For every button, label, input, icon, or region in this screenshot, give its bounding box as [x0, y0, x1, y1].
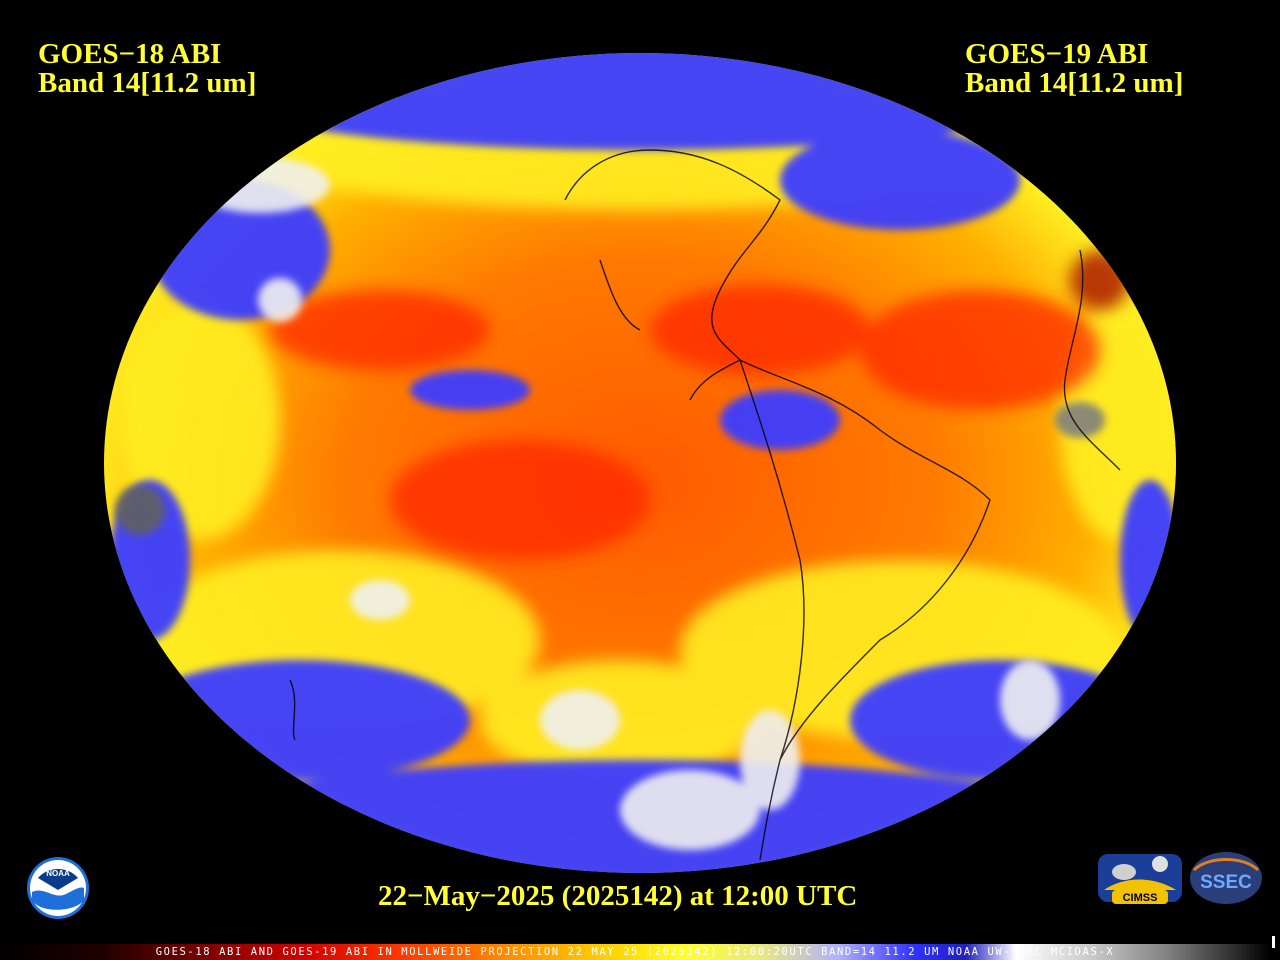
scale-tick [1272, 936, 1275, 948]
ssec-logo-text: SSEC [1200, 872, 1252, 893]
left-band-name: Band 14[11.2 um] [38, 67, 257, 99]
color-gradient [0, 944, 1270, 960]
color-scale-bar: GOES-18 ABI AND GOES-19 ABI IN MOLLWEIDE… [0, 944, 1280, 960]
color-scale-caption: GOES-18 ABI AND GOES-19 ABI IN MOLLWEIDE… [155, 946, 1115, 958]
ssec-logo: SSEC [1190, 852, 1262, 904]
noaa-logo: NOAA [27, 857, 89, 919]
left-satellite-name: GOES−18 ABI [38, 38, 222, 70]
right-satellite-label: GOES−19 ABI Band 14[11.2 um] [965, 40, 1183, 98]
cimss-logo-text: CIMSS [1123, 892, 1158, 904]
left-satellite-label: GOES−18 ABI Band 14[11.2 um] [38, 40, 256, 98]
right-band-name: Band 14[11.2 um] [965, 67, 1184, 99]
right-satellite-name: GOES−19 ABI [965, 38, 1149, 70]
image-timestamp: 22−May−2025 (2025142) at 12:00 UTC [378, 880, 858, 912]
cimss-logo: CIMSS [1098, 854, 1182, 904]
noaa-logo-text: NOAA [46, 869, 70, 878]
